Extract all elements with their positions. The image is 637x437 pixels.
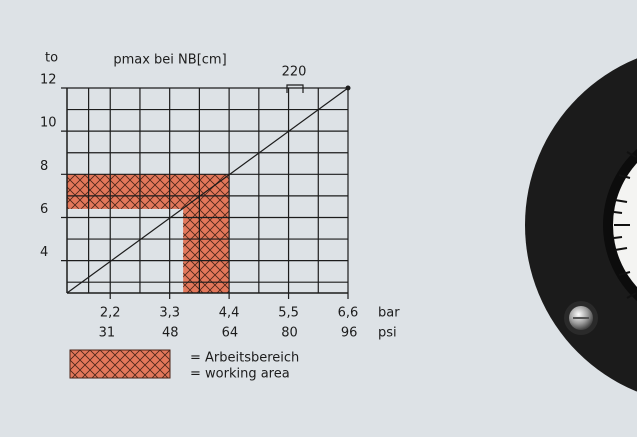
- legend-label: = Arbeitsbereich: [190, 351, 299, 366]
- y-tick-label: 4: [40, 245, 48, 260]
- x-tick-label: 5,5: [278, 306, 299, 321]
- annotation: 220: [282, 65, 307, 80]
- x2-tick-label: 80: [281, 326, 298, 341]
- y-tick-label: 8: [40, 159, 48, 174]
- y-tick-label: 6: [40, 202, 48, 217]
- legend-label: = working area: [190, 367, 290, 382]
- annotation-bracket: [286, 84, 304, 93]
- x2-tick-label: 96: [341, 326, 358, 341]
- y-tick-label: 10: [40, 116, 57, 131]
- x2-tick-label: 31: [99, 326, 116, 341]
- x-axis-label: bar: [378, 306, 400, 321]
- x2-tick-label: 48: [162, 326, 179, 341]
- x-tick-label: 6,6: [338, 306, 359, 321]
- x-tick-label: 3,3: [159, 306, 180, 321]
- x2-tick-label: 64: [222, 326, 239, 341]
- x2-axis-label: psi: [378, 326, 397, 341]
- gauge: [525, 58, 637, 392]
- legend-swatch: [69, 349, 171, 379]
- y-axis-label: to: [45, 51, 58, 66]
- line-end: [345, 85, 351, 91]
- y-tick-label: 12: [40, 73, 57, 88]
- reference-line: [66, 87, 349, 294]
- x-tick-label: 4,4: [219, 306, 240, 321]
- x-tick-label: 2,2: [100, 306, 121, 321]
- chart-title: pmax bei NB[cm]: [113, 53, 226, 68]
